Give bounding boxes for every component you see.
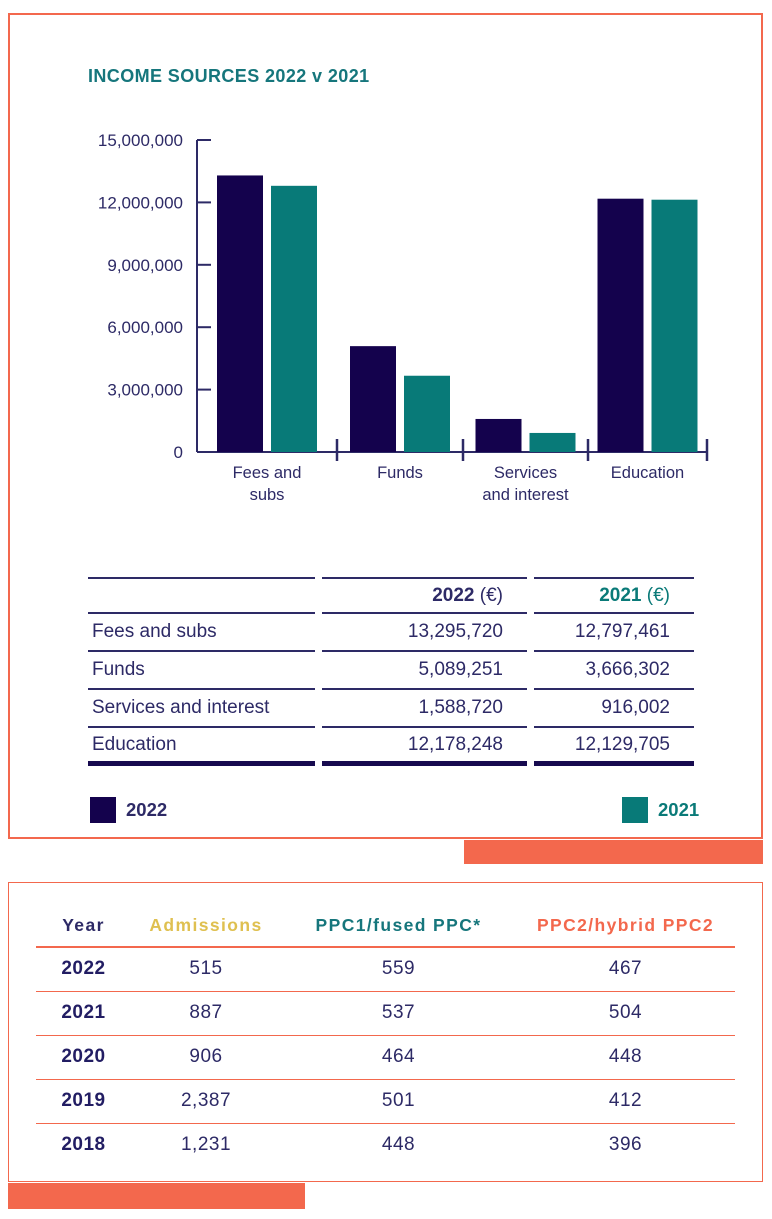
table-row: Services and interest 1,588,720 916,002 — [88, 690, 694, 728]
year-cell: 2021 — [36, 991, 131, 1036]
year-cell: 2022 — [36, 947, 131, 992]
bar-2022-services-and-interest — [475, 418, 522, 452]
ppc1-cell: 464 — [281, 1035, 516, 1080]
header-year: Year — [36, 905, 131, 948]
income-table-header-row: 2022 (€) 2021 (€) — [88, 577, 694, 614]
admissions-cell: 887 — [131, 991, 281, 1036]
value-2021: 12,797,461 — [534, 614, 694, 652]
value-2021: 3,666,302 — [534, 652, 694, 690]
bar-2021-services-and-interest — [529, 432, 576, 452]
y-tick-label: 6,000,000 — [107, 318, 183, 337]
ppc1-cell: 448 — [381, 1134, 416, 1156]
legend-item-2021: 2021 — [622, 797, 699, 823]
income-header-2021: 2021 (€) — [534, 577, 694, 614]
category-label-fees-and-subs: Fees and subs — [233, 464, 302, 504]
table-row: 2020 906 464 448 — [36, 1035, 735, 1080]
ppc2-cell: 504 — [516, 991, 735, 1036]
value-2022: 12,178,248 — [322, 728, 527, 766]
legend-label-2022: 2022 — [126, 799, 168, 820]
y-tick-label: 3,000,000 — [107, 381, 183, 400]
table-row: 2019 2,387 501 412 — [36, 1079, 735, 1124]
table-row: Education 12,178,248 12,129,705 — [88, 728, 694, 766]
header-ppc2: PPC2/hybrid PPC2 — [516, 905, 735, 948]
value-2021: 916,002 — [534, 690, 694, 728]
year-cell: 2019 — [36, 1079, 131, 1124]
header-ppc1: PPC1/fused PPC* — [281, 905, 516, 948]
category-label-services-and-interest: Services and interest — [482, 464, 569, 504]
ppc2-cell: 448 — [516, 1035, 735, 1080]
row-label: Education — [88, 728, 315, 766]
category-label-education: Education — [611, 464, 684, 482]
admissions-cell: 1,231 — [180, 1134, 232, 1156]
income-header-empty — [88, 577, 315, 614]
header-admissions: Admissions — [131, 905, 281, 948]
bar-2022-education — [597, 198, 644, 452]
ppc1-cell: 501 — [281, 1079, 516, 1124]
value-2022: 5,089,251 — [322, 652, 527, 690]
value-2022: 13,295,720 — [322, 614, 527, 652]
row-label: Funds — [88, 652, 315, 690]
accent-strip — [464, 840, 763, 864]
bar-2022-funds — [350, 346, 396, 452]
bar-2021-education — [651, 199, 698, 452]
y-tick-label: 0 — [174, 443, 183, 462]
header-unit-2022: (€) — [479, 584, 503, 606]
income-table: 2022 (€) 2021 (€) Fees and subs 13,295,7… — [81, 577, 701, 766]
chart-title: INCOME SOURCES 2022 v 2021 — [88, 66, 370, 86]
stats-header-row: Year Admissions PPC1/fused PPC* PPC2/hyb… — [36, 905, 735, 948]
bar-2021-fees-and-subs — [271, 185, 317, 452]
value-2022: 1,588,720 — [322, 690, 527, 728]
legend-item-2022: 2022 — [90, 797, 167, 823]
legend-swatch-2022 — [90, 797, 116, 823]
y-tick-label: 15,000,000 — [98, 131, 183, 150]
table-row: Fees and subs 13,295,720 12,797,461 — [88, 614, 694, 652]
bar-chart-svg: 0 3,000,000 6,000,000 9,000,000 12,000,000 15… — [98, 131, 709, 504]
row-label: Fees and subs — [88, 614, 315, 652]
table-row: 2022 515 559 467 — [36, 947, 735, 992]
year-cell: 2018 — [61, 1134, 106, 1156]
ppc2-cell: 467 — [516, 947, 735, 992]
admissions-cell: 515 — [131, 947, 281, 992]
legend-swatch-2021 — [622, 797, 648, 823]
table-row: 2021 887 537 504 — [36, 991, 735, 1036]
table-row: 2018 1,231 448 396 — [36, 1123, 735, 1167]
year-cell: 2020 — [36, 1035, 131, 1080]
admissions-table: Year Admissions PPC1/fused PPC* PPC2/hyb… — [36, 905, 735, 1167]
header-year-2022: 2022 — [432, 584, 475, 606]
category-label-funds: Funds — [377, 464, 423, 482]
header-unit-2021: (€) — [646, 584, 670, 606]
income-header-2022: 2022 (€) — [322, 577, 527, 614]
ppc1-cell: 559 — [281, 947, 516, 992]
income-bar-chart: 0 3,000,000 6,000,000 9,000,000 12,000,000 15… — [40, 128, 740, 528]
bar-2022-fees-and-subs — [217, 175, 263, 452]
y-tick-label: 9,000,000 — [107, 256, 183, 275]
table-row: Funds 5,089,251 3,666,302 — [88, 652, 694, 690]
ppc2-cell: 396 — [608, 1134, 643, 1156]
legend-label-2021: 2021 — [658, 799, 700, 820]
admissions-cell: 906 — [131, 1035, 281, 1080]
accent-strip — [8, 1183, 305, 1209]
ppc2-cell: 412 — [516, 1079, 735, 1124]
row-label: Services and interest — [88, 690, 315, 728]
y-tick-label: 12,000,000 — [98, 193, 183, 212]
header-year-2021: 2021 — [599, 584, 642, 606]
ppc1-cell: 537 — [281, 991, 516, 1036]
admissions-cell: 2,387 — [131, 1079, 281, 1124]
value-2021: 12,129,705 — [534, 728, 694, 766]
bar-2021-funds — [404, 375, 450, 452]
